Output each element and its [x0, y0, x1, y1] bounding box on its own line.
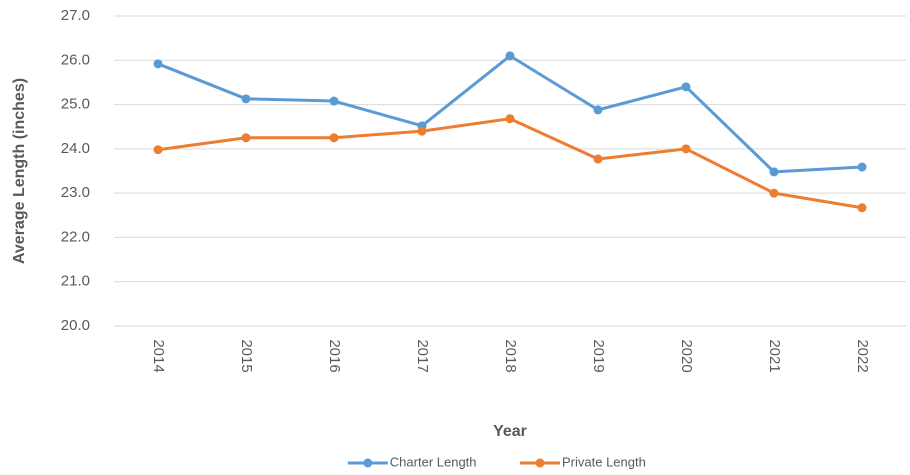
- data-point: [593, 105, 603, 115]
- legend-label: Charter Length: [390, 454, 477, 469]
- data-point: [593, 154, 603, 164]
- data-point: [769, 188, 779, 198]
- series-line: [157, 54, 863, 174]
- y-tick-label: 23.0: [61, 184, 90, 201]
- x-tick-label: 2014: [150, 339, 167, 372]
- data-point: [329, 96, 339, 106]
- legend-label: Private Length: [562, 454, 646, 469]
- data-point: [153, 59, 163, 69]
- data-point: [241, 133, 251, 143]
- x-tick-label: 2017: [414, 339, 431, 372]
- x-tick-label: 2021: [766, 339, 783, 372]
- data-point: [153, 145, 163, 155]
- x-axis-title: Year: [493, 423, 527, 440]
- data-point: [505, 114, 515, 124]
- legend-marker: [363, 458, 373, 468]
- legend-marker: [535, 458, 545, 468]
- data-point: [417, 126, 427, 136]
- y-tick-label: 21.0: [61, 273, 90, 290]
- data-point: [241, 94, 251, 104]
- data-point: [857, 203, 867, 213]
- y-tick-label: 22.0: [61, 228, 90, 245]
- data-point: [329, 133, 339, 143]
- y-tick-label: 27.0: [61, 7, 90, 24]
- x-tick-label: 2015: [238, 339, 255, 372]
- data-point: [505, 51, 515, 61]
- x-tick-label: 2016: [326, 339, 343, 372]
- y-axis-title: Average Length (inches): [11, 78, 28, 264]
- x-tick-label: 2020: [678, 339, 695, 372]
- data-point: [769, 167, 779, 177]
- series-line: [157, 117, 863, 210]
- y-tick-label: 25.0: [61, 96, 90, 113]
- y-tick-label: 24.0: [61, 140, 90, 157]
- x-tick-label: 2018: [502, 339, 519, 372]
- data-point: [857, 162, 867, 172]
- x-tick-label: 2019: [590, 339, 607, 372]
- y-tick-label: 20.0: [61, 317, 90, 334]
- data-point: [681, 144, 691, 154]
- x-tick-label: 2022: [854, 339, 871, 372]
- data-point: [681, 82, 691, 92]
- y-tick-label: 26.0: [61, 51, 90, 68]
